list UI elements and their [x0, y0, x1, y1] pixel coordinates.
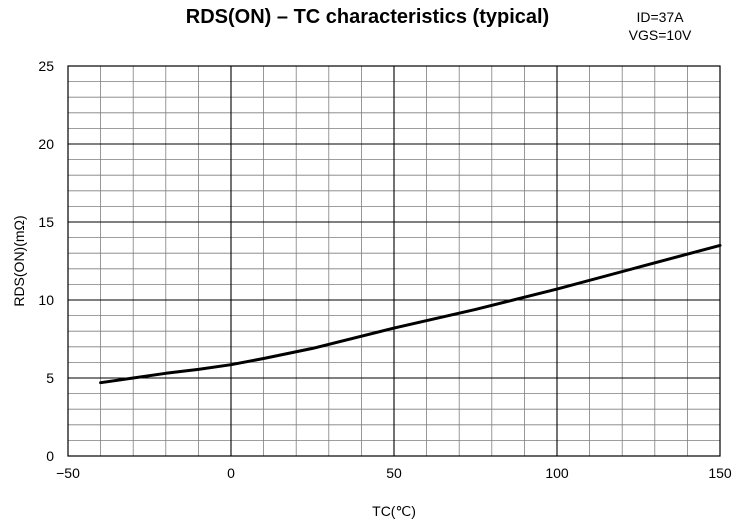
y-tick-label: 5 — [46, 370, 54, 386]
x-tick-label: −50 — [56, 465, 80, 481]
x-tick-label: 0 — [227, 465, 235, 481]
x-tick-label: 100 — [545, 465, 569, 481]
x-axis-label: TC(℃) — [372, 503, 416, 519]
chart-title: RDS(ON) – TC characteristics (typical) — [185, 6, 550, 28]
y-axis-label: RDS(ON)(mΩ) — [11, 215, 27, 306]
y-tick-label: 20 — [38, 136, 54, 152]
y-tick-label: 25 — [38, 58, 54, 74]
series-line — [99, 243, 722, 385]
y-tick-label: 15 — [38, 214, 54, 230]
y-tick-label: 10 — [38, 292, 54, 308]
y-tick-label: 0 — [46, 448, 54, 464]
x-tick-label: 150 — [708, 465, 732, 481]
x-tick-label: 50 — [386, 465, 402, 481]
major-grid — [68, 66, 720, 456]
series-layer — [99, 243, 722, 385]
plot-frame — [67, 65, 721, 457]
condition-vgs: VGS=10V — [628, 27, 692, 43]
condition-id: ID=37A — [636, 9, 684, 25]
test-conditions: ID=37A VGS=10V — [610, 8, 710, 44]
